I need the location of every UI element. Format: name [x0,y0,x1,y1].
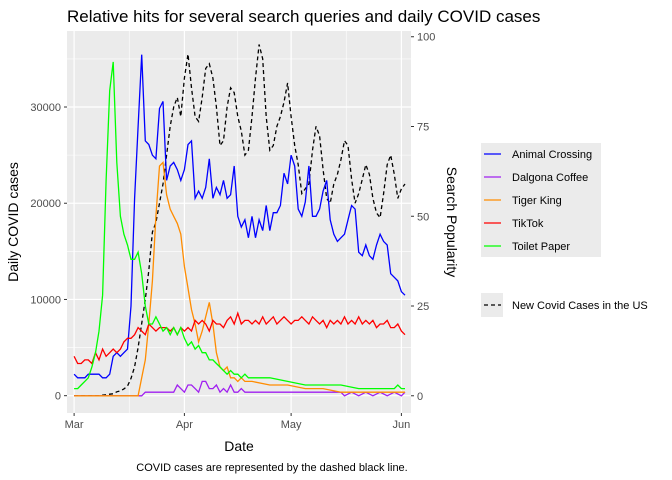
legend-label: Toilet Paper [512,241,570,253]
legend-label: Animal Crossing [512,149,592,161]
y2-tick-label: 0 [417,391,423,403]
x-tick-label: Apr [176,419,193,431]
y2-tick-label: 25 [417,301,429,313]
legend-label: Dalgona Coffee [512,172,588,184]
y2-tick-label: 100 [417,32,435,44]
legend-label: New Covid Cases in the US [512,300,648,312]
legend-covid: New Covid Cases in the US [481,293,648,317]
legend-label: Tiger King [512,195,562,207]
series-line-tiger-king [74,160,405,397]
y2-tick-label: 75 [417,122,429,134]
grid [67,31,411,413]
series-line-tiktok [73,311,406,365]
caption: COVID cases are represented by the dashe… [136,462,407,474]
y2-tick-label: 50 [417,211,429,223]
series-layer [73,44,406,397]
x-tick-label: Jun [393,419,411,431]
series-line-toilet-paper [74,61,405,390]
series-line-dalgona-coffee [74,380,406,397]
legend-search: Animal Crossing Dalgona Coffee Tiger King T… [481,143,601,257]
x-tick-label: Mar [65,419,84,431]
x-tick-label: May [281,419,302,431]
y-tick-label: 0 [55,391,61,403]
y-tick-label: 30000 [30,102,61,114]
x-axis-title: Date [224,438,254,454]
axes: Mar Apr May Jun 0 10000 20000 30000 0 25 50 75 100 [30,32,435,431]
chart-title: Relative hits for several search queries… [67,7,540,26]
y-tick-label: 20000 [30,198,61,210]
y-axis-title: Daily COVID cases [5,162,21,282]
y2-axis-title: Search Popularity [444,167,460,278]
series-line-animal-crossing [73,54,406,379]
series-line-new-covid-cases [74,44,406,397]
y-tick-label: 10000 [30,294,61,306]
legend-label: TikTok [512,218,544,230]
